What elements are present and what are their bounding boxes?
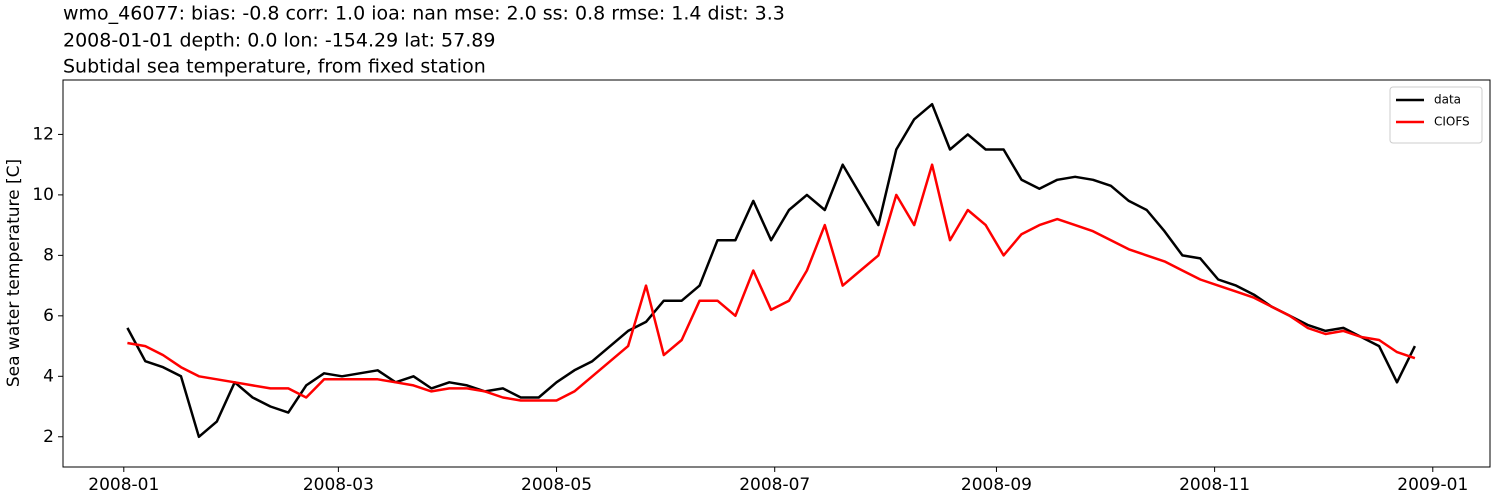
title-line: Subtidal sea temperature, from fixed sta… bbox=[63, 56, 486, 78]
legend-label: CIOFS bbox=[1434, 115, 1470, 129]
y-tick-label: 10 bbox=[32, 185, 54, 205]
y-tick-label: 8 bbox=[43, 245, 54, 265]
legend-label: data bbox=[1434, 93, 1461, 107]
series-line bbox=[127, 163, 1416, 402]
x-tick-label: 2008-05 bbox=[521, 475, 592, 495]
title-line: 2008-01-01 depth: 0.0 lon: -154.29 lat: … bbox=[63, 30, 495, 52]
y-tick-label: 4 bbox=[43, 366, 54, 386]
plot-frame bbox=[62, 79, 1491, 468]
y-tick-label: 2 bbox=[43, 427, 54, 447]
x-tick-label: 2008-03 bbox=[303, 475, 374, 495]
x-tick-label: 2008-01 bbox=[88, 475, 159, 495]
title-line: wmo_46077: bias: -0.8 corr: 1.0 ioa: nan… bbox=[63, 3, 785, 25]
series-line bbox=[126, 102, 1417, 439]
y-tick-label: 6 bbox=[43, 306, 54, 326]
x-tick-label: 2009-01 bbox=[1397, 475, 1468, 495]
x-tick-label: 2008-07 bbox=[739, 475, 810, 495]
x-tick-label: 2008-11 bbox=[1179, 475, 1250, 495]
x-tick-label: 2008-09 bbox=[961, 475, 1032, 495]
y-axis-label: Sea water temperature [C] bbox=[4, 159, 24, 387]
y-tick-label: 12 bbox=[32, 124, 54, 144]
